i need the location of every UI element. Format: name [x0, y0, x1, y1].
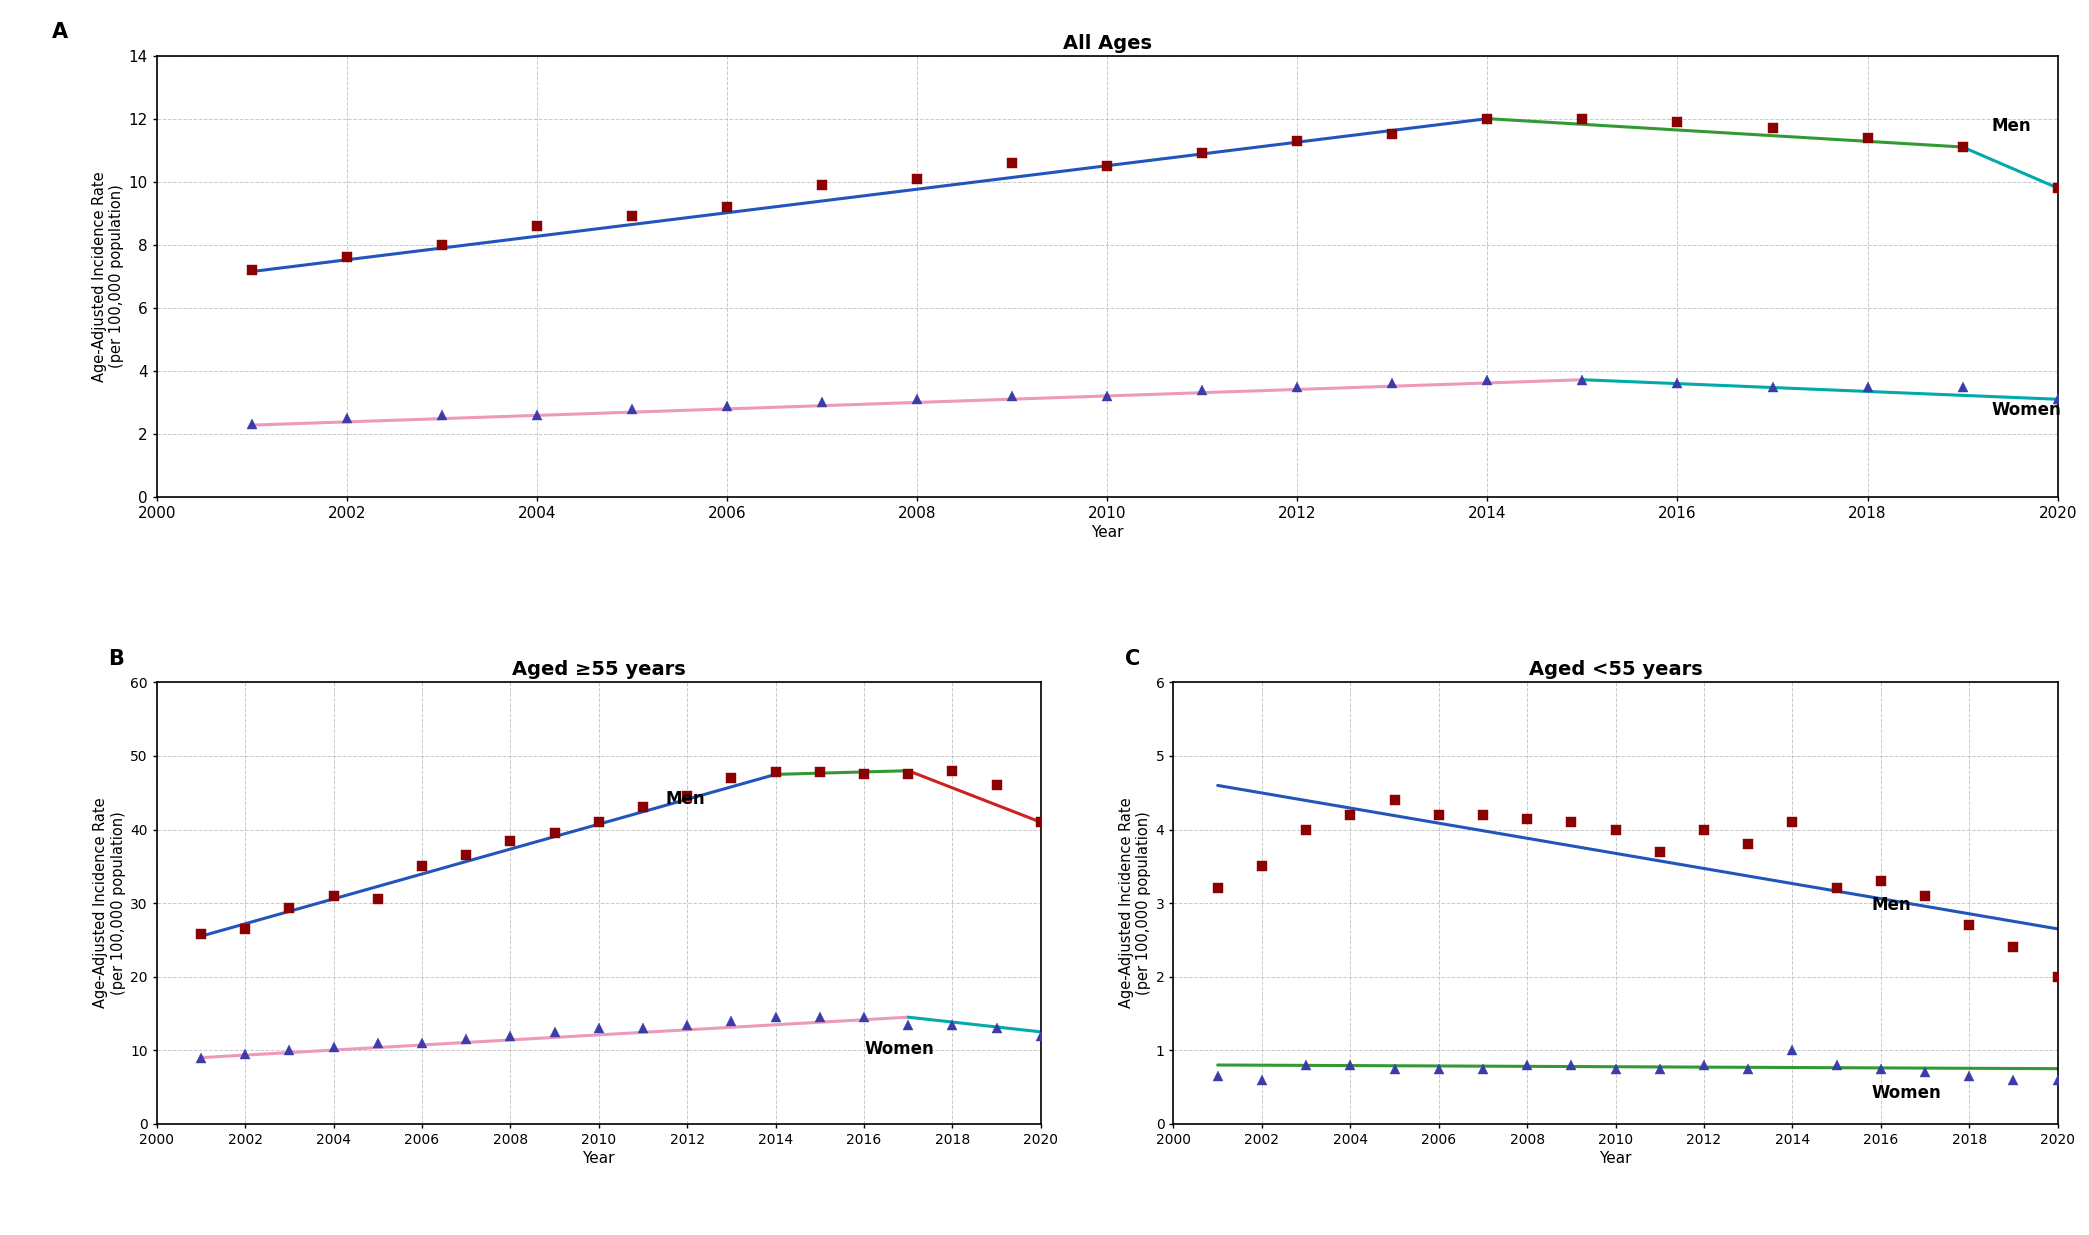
Text: Men: Men — [1872, 897, 1911, 914]
X-axis label: Year: Year — [583, 1151, 614, 1166]
Text: Men: Men — [1991, 117, 2031, 136]
Text: Men: Men — [664, 790, 704, 808]
Text: B: B — [109, 650, 123, 669]
Text: C: C — [1124, 650, 1141, 669]
Title: Aged ≥55 years: Aged ≥55 years — [512, 661, 685, 679]
Text: Women: Women — [1872, 1084, 1943, 1102]
Title: All Ages: All Ages — [1063, 33, 1151, 53]
Text: Women: Women — [865, 1040, 934, 1058]
Y-axis label: Age-Adjusted Incidence Rate
(per 100,000 population): Age-Adjusted Incidence Rate (per 100,000… — [94, 798, 125, 1009]
Text: A: A — [52, 22, 69, 42]
Text: Women: Women — [1991, 401, 2062, 419]
Title: Aged <55 years: Aged <55 years — [1529, 661, 1703, 679]
Y-axis label: Age-Adjusted Incidence Rate
(per 100,000 population): Age-Adjusted Incidence Rate (per 100,000… — [1120, 798, 1151, 1009]
X-axis label: Year: Year — [1600, 1151, 1632, 1166]
X-axis label: Year: Year — [1090, 525, 1124, 540]
Y-axis label: Age-Adjusted Incidence Rate
(per 100,000 population): Age-Adjusted Incidence Rate (per 100,000… — [92, 170, 123, 382]
